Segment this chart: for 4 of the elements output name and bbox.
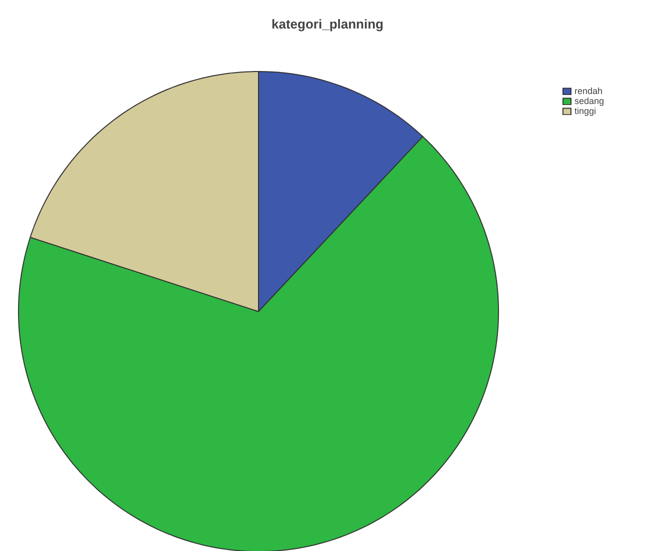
chart-title: kategori_planning xyxy=(272,16,384,32)
legend-label: sedang xyxy=(574,96,604,106)
legend-label: tinggi xyxy=(574,106,596,116)
legend-label: rendah xyxy=(574,86,602,96)
